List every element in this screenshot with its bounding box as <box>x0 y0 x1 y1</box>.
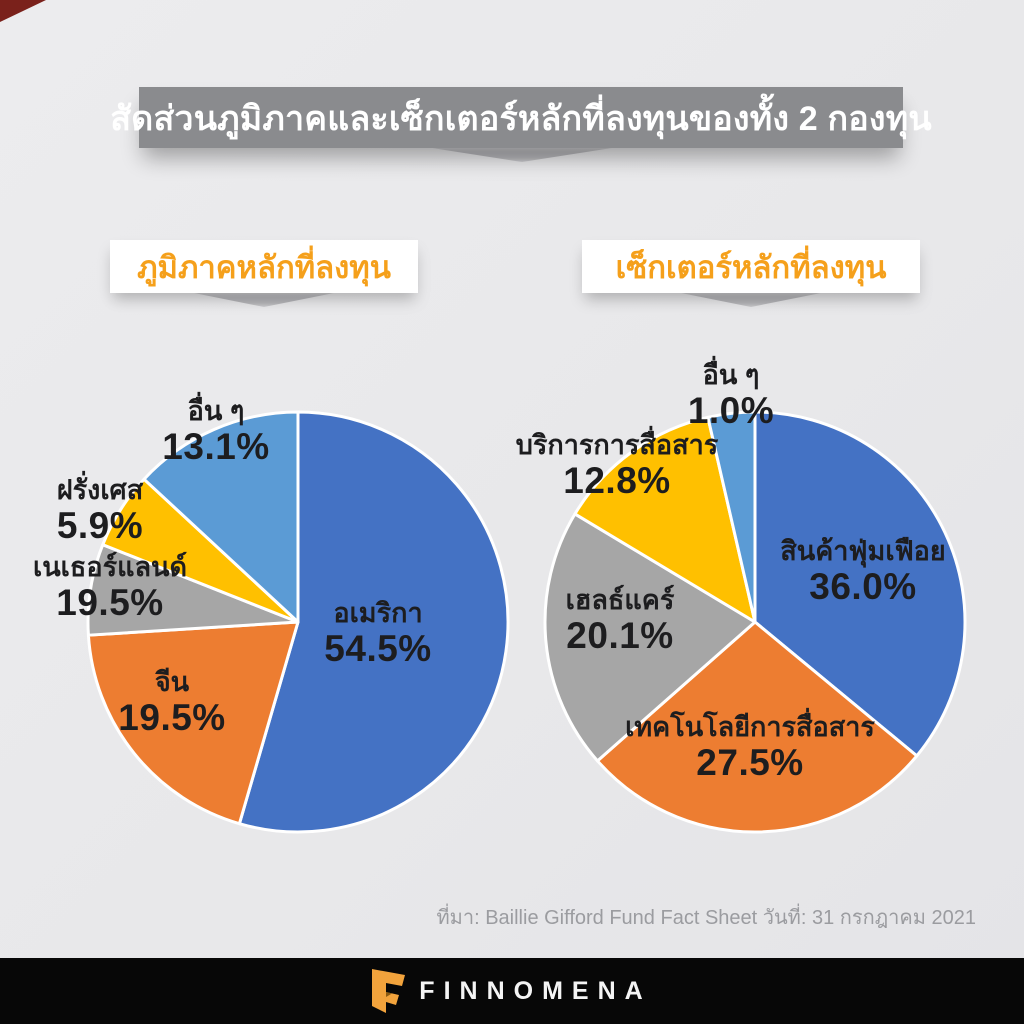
pie-slice <box>573 415 757 624</box>
brand-name: FINNOMENA <box>419 976 652 1005</box>
slice-category: เนเธอร์แลนด์ <box>32 552 188 583</box>
sectors-header-box: เซ็กเตอร์หลักที่ลงทุน <box>582 240 920 293</box>
footer-bar: FINNOMENA <box>0 958 1024 1024</box>
source-note: ที่มา: Baillie Gifford Fund Fact Sheet ว… <box>436 907 977 929</box>
pie-slice-label: อื่น ๆ 13.1% <box>162 396 269 468</box>
slice-percentage: 36.0% <box>809 566 917 608</box>
slice-category: ฝรั่งเศส <box>56 475 144 506</box>
finnomena-logo-icon <box>372 969 406 1013</box>
pie-slice-label: เทคโนโลยีการสื่อสาร 27.5% <box>625 712 875 784</box>
regions-header-label: ภูมิภาคหลักที่ลงทุน <box>137 249 391 285</box>
slice-category: จีน <box>154 667 190 698</box>
slice-percentage: 13.1% <box>162 426 270 468</box>
pie-slice <box>142 410 300 624</box>
pie-slice-label: เฮลธ์แคร์ 20.1% <box>566 585 675 657</box>
slice-category: บริการการสื่อสาร <box>515 430 719 461</box>
slice-category: อื่น ๆ <box>702 360 760 391</box>
sectors-header-fold-shadow <box>681 293 821 307</box>
pie-slice-label: จีน 19.5% <box>118 667 225 739</box>
pie-slice <box>86 620 300 826</box>
pie-slice-label: เนเธอร์แลนด์ 19.5% <box>33 552 187 624</box>
banner-fold-shadow <box>432 148 612 162</box>
slice-category: อเมริกา <box>333 598 423 629</box>
slice-percentage: 27.5% <box>696 742 804 784</box>
slice-percentage: 12.8% <box>563 460 671 502</box>
pie-slice-label: บริการการสื่อสาร 12.8% <box>516 430 719 502</box>
pie-slice <box>753 410 967 758</box>
slice-category: อื่น ๆ <box>187 396 245 427</box>
slice-percentage: 19.5% <box>118 697 226 739</box>
pie-slice-label: ฝรั่งเศส 5.9% <box>57 475 143 547</box>
pie-chart-sectors <box>543 410 967 834</box>
slice-category: เฮลธ์แคร์ <box>565 585 675 616</box>
pie-chart-regions <box>86 410 510 834</box>
page-title: สัดส่วนภูมิภาคและเซ็กเตอร์หลักที่ลงทุนขอ… <box>110 99 932 138</box>
regions-header-box: ภูมิภาคหลักที่ลงทุน <box>110 240 418 293</box>
pie-slice-label: อเมริกา 54.5% <box>324 598 431 670</box>
pie-slice <box>595 620 919 834</box>
corner-accent <box>0 0 46 22</box>
pie-slice-label: อื่น ๆ 1.0% <box>688 360 774 432</box>
pie-slice-label: สินค้าฟุ่มเฟือย 36.0% <box>780 536 945 608</box>
title-banner: สัดส่วนภูมิภาคและเซ็กเตอร์หลักที่ลงทุนขอ… <box>110 87 932 148</box>
pie-slice <box>543 512 757 763</box>
slice-percentage: 1.0% <box>687 390 775 432</box>
slice-percentage: 54.5% <box>324 628 432 670</box>
slice-percentage: 5.9% <box>56 505 144 547</box>
slice-category: สินค้าฟุ่มเฟือย <box>780 536 946 567</box>
slice-percentage: 19.5% <box>56 582 164 624</box>
sectors-header-label: เซ็กเตอร์หลักที่ลงทุน <box>615 249 887 285</box>
pie-slice <box>237 410 510 834</box>
slice-category: เทคโนโลยีการสื่อสาร <box>625 712 875 743</box>
pie-slice <box>706 410 757 624</box>
slice-percentage: 20.1% <box>566 615 674 657</box>
regions-header-fold-shadow <box>194 293 334 307</box>
